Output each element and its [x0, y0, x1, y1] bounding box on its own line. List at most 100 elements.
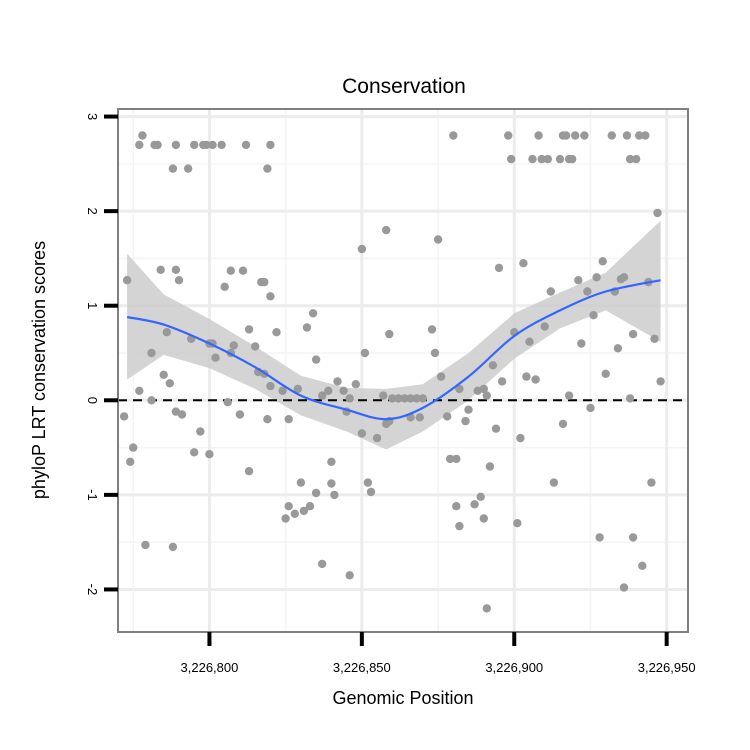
data-point	[525, 338, 533, 346]
data-point	[507, 155, 515, 163]
x-tick-label: 3,226,800	[181, 660, 239, 675]
data-point	[208, 141, 216, 149]
x-tick-label: 3,226,900	[485, 660, 543, 675]
data-point	[135, 141, 143, 149]
data-point	[153, 141, 161, 149]
data-point	[221, 283, 229, 291]
data-point	[638, 562, 646, 570]
data-point	[437, 372, 445, 380]
data-point	[263, 415, 271, 423]
data-point	[324, 387, 332, 395]
data-point	[382, 226, 390, 234]
data-point	[656, 377, 664, 385]
data-point	[364, 478, 372, 486]
data-point	[169, 164, 177, 172]
data-point	[141, 541, 149, 549]
x-axis-title: Genomic Position	[332, 688, 473, 708]
data-point	[346, 394, 354, 402]
data-point	[568, 155, 576, 163]
data-point	[281, 514, 289, 522]
data-point	[217, 141, 225, 149]
data-point	[629, 330, 637, 338]
x-tick-label: 3,226,850	[333, 660, 391, 675]
data-point	[522, 372, 530, 380]
data-point	[483, 391, 491, 399]
data-point	[449, 131, 457, 139]
y-tick-label: -2	[85, 584, 100, 596]
data-point	[358, 245, 366, 253]
x-tick-label: 3,226,950	[638, 660, 696, 675]
data-point	[647, 478, 655, 486]
data-point	[416, 413, 424, 421]
data-point	[236, 410, 244, 418]
data-point	[443, 412, 451, 420]
data-point	[327, 458, 335, 466]
data-point	[608, 131, 616, 139]
data-point	[211, 354, 219, 362]
data-point	[327, 479, 335, 487]
data-point	[528, 155, 536, 163]
y-tick-label: 0	[85, 397, 100, 404]
data-point	[559, 420, 567, 428]
data-point	[126, 458, 134, 466]
data-point	[650, 335, 658, 343]
data-point	[428, 325, 436, 333]
data-point	[632, 155, 640, 163]
data-point	[544, 155, 552, 163]
y-tick-label: -1	[85, 489, 100, 501]
data-point	[565, 391, 573, 399]
data-point	[653, 209, 661, 217]
data-point	[245, 325, 253, 333]
data-point	[498, 377, 506, 385]
data-point	[574, 276, 582, 284]
y-tick-label: 3	[85, 113, 100, 120]
data-point	[291, 510, 299, 518]
data-point	[373, 434, 381, 442]
data-point	[306, 502, 314, 510]
data-point	[483, 604, 491, 612]
data-point	[455, 522, 463, 530]
data-point	[266, 382, 274, 390]
data-point	[580, 131, 588, 139]
data-point	[358, 429, 366, 437]
plot-area	[118, 109, 688, 632]
data-point	[312, 355, 320, 363]
data-point	[169, 543, 177, 551]
data-point	[135, 387, 143, 395]
data-point	[266, 292, 274, 300]
data-point	[166, 379, 174, 387]
data-point	[379, 391, 387, 399]
data-point	[513, 519, 521, 527]
data-point	[592, 273, 600, 281]
data-point	[492, 425, 500, 433]
data-point	[623, 131, 631, 139]
data-point	[190, 448, 198, 456]
data-point	[160, 371, 168, 379]
data-point	[245, 467, 253, 475]
data-point	[641, 131, 649, 139]
data-point	[431, 349, 439, 357]
data-point	[495, 264, 503, 272]
data-point	[346, 571, 354, 579]
data-point	[571, 131, 579, 139]
panel-background	[118, 109, 688, 632]
data-point	[562, 131, 570, 139]
data-point	[602, 370, 610, 378]
data-point	[260, 278, 268, 286]
data-point	[147, 396, 155, 404]
data-point	[333, 377, 341, 385]
data-point	[461, 417, 469, 425]
data-point	[147, 349, 155, 357]
data-point	[297, 478, 305, 486]
data-point	[163, 328, 171, 336]
data-point	[239, 267, 247, 275]
y-tick-label: 1	[85, 302, 100, 309]
chart-title: Conservation	[342, 75, 466, 98]
y-tick-label: 2	[85, 207, 100, 214]
chart-root: Conservation 3,226,800 3,226,850 3,226,900…	[0, 0, 750, 750]
data-point	[318, 560, 326, 568]
data-point	[620, 273, 628, 281]
data-point	[230, 341, 238, 349]
data-point	[464, 406, 472, 414]
data-point	[196, 427, 204, 435]
